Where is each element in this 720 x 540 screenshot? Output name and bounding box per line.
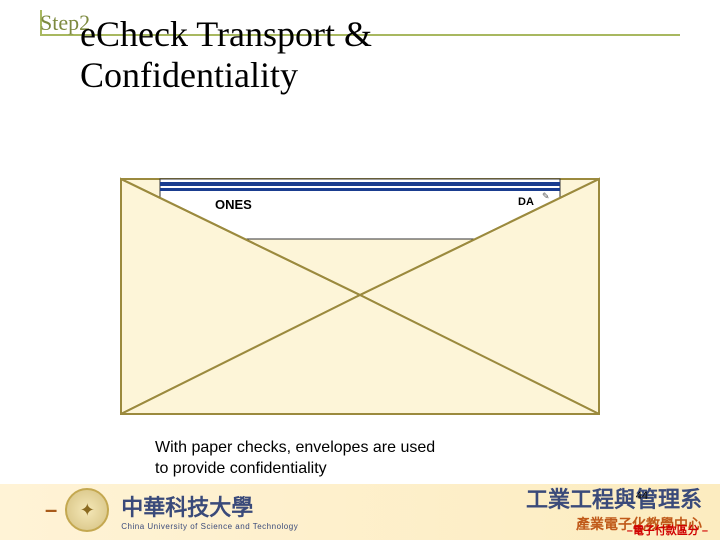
university-name: 中華科技大學 — [121, 490, 298, 522]
footer-left-block: – ✦ 中華科技大學 China University of Science a… — [45, 488, 298, 532]
department-name: 工業工程與管理系 — [526, 482, 702, 514]
footer-tag-suffix: – — [699, 525, 708, 537]
title-line-1: eCheck Transport & — [80, 14, 372, 54]
university-subtitle: China University of Science and Technolo… — [121, 522, 298, 531]
title-line-2: Confidentiality — [80, 55, 298, 95]
footer-tag: –電子付款區分 – — [627, 522, 708, 538]
envelope-svg: ONES DA ✎ — [120, 135, 600, 415]
footer-tag-text: 電子付款區分 — [633, 525, 699, 537]
check-text-left: ONES — [215, 197, 252, 212]
page-title: eCheck Transport & Confidentiality — [80, 14, 372, 97]
envelope-diagram: ONES DA ✎ — [120, 135, 600, 415]
caption-line-1: With paper checks, envelopes are used — [155, 439, 435, 456]
page-number: 44 — [636, 490, 648, 502]
svg-text:✎: ✎ — [542, 191, 550, 201]
caption-text: With paper checks, envelopes are used to… — [155, 438, 435, 480]
caption-line-2: to provide confidentiality — [155, 460, 327, 477]
check-text-right: DA — [518, 196, 534, 208]
university-logo-icon: ✦ — [65, 488, 109, 532]
footer-dash-left: – — [45, 497, 57, 523]
footer-university-block: 中華科技大學 China University of Science and T… — [121, 490, 298, 531]
